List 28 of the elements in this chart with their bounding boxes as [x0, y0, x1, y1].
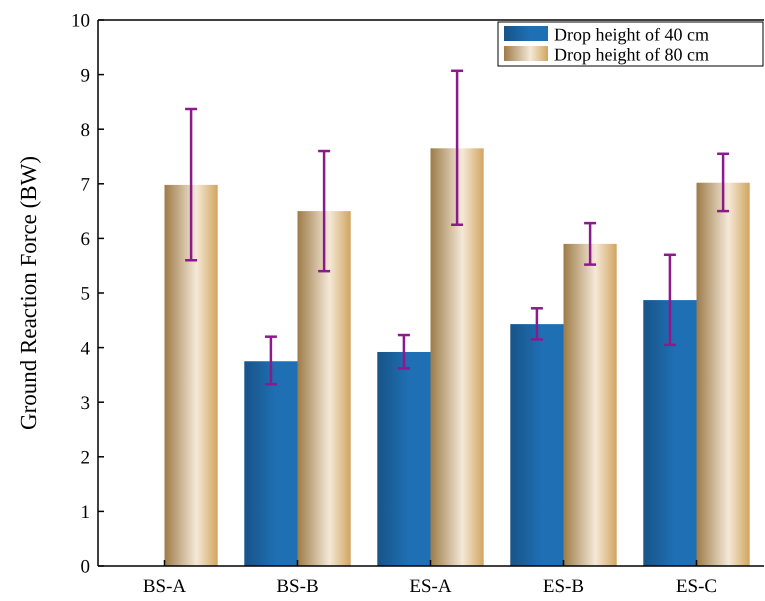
- y-tick-label: 7: [80, 174, 90, 196]
- y-tick-label: 5: [80, 284, 90, 305]
- bar: [377, 352, 430, 566]
- x-tick-label: BS-B: [276, 576, 319, 597]
- y-axis-title: Ground Reaction Force (BW): [16, 156, 41, 430]
- y-tick-label: 6: [80, 229, 90, 250]
- y-tick-label: 10: [71, 10, 90, 32]
- y-tick-label: 9: [80, 65, 90, 86]
- bar: [696, 182, 750, 566]
- y-tick-label: 0: [80, 556, 90, 578]
- bar: [510, 324, 564, 566]
- x-tick-label: ES-B: [542, 576, 584, 597]
- legend-label: Drop height of 40 cm: [554, 24, 709, 44]
- bar: [430, 148, 484, 566]
- bar: [244, 361, 298, 566]
- y-tick-label: 1: [80, 502, 90, 524]
- y-tick-label: 2: [80, 447, 90, 468]
- y-tick-label: 8: [80, 120, 90, 141]
- bar: [298, 211, 351, 566]
- x-tick-label: BS-A: [142, 576, 186, 597]
- legend-label: Drop height of 80 cm: [554, 44, 709, 64]
- bar: [643, 300, 696, 566]
- x-tick-label: ES-C: [676, 576, 718, 597]
- y-tick-label: 4: [80, 338, 90, 360]
- bar: [564, 244, 617, 566]
- bar: [164, 184, 218, 566]
- y-tick-label: 3: [80, 392, 90, 414]
- x-tick-label: ES-A: [409, 576, 452, 597]
